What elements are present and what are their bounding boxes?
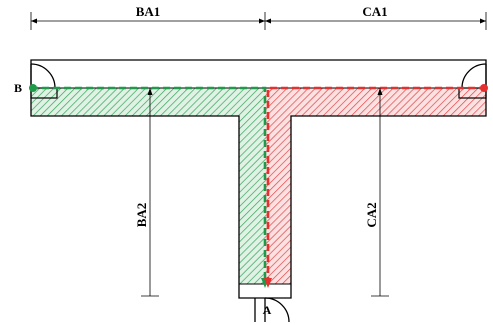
top-dimension-lines bbox=[30, 12, 487, 30]
red-start-dot bbox=[480, 84, 488, 92]
red-hatched-area bbox=[265, 88, 486, 284]
green-hatched-area bbox=[31, 88, 265, 284]
ba2-label: BA2 bbox=[134, 203, 149, 228]
point-a-label: A bbox=[263, 303, 272, 317]
ba1-label: BA1 bbox=[136, 4, 161, 19]
point-b-label: B bbox=[14, 81, 22, 95]
door-a bbox=[254, 297, 290, 323]
red-arrow-down bbox=[264, 278, 272, 288]
ca1-label: CA1 bbox=[362, 4, 387, 19]
ca2-dimension bbox=[371, 88, 389, 297]
red-route bbox=[266, 86, 486, 284]
ca2-label: CA2 bbox=[364, 202, 379, 227]
green-route bbox=[31, 86, 267, 284]
green-start-dot bbox=[29, 84, 37, 92]
ba2-dimension bbox=[141, 88, 159, 297]
